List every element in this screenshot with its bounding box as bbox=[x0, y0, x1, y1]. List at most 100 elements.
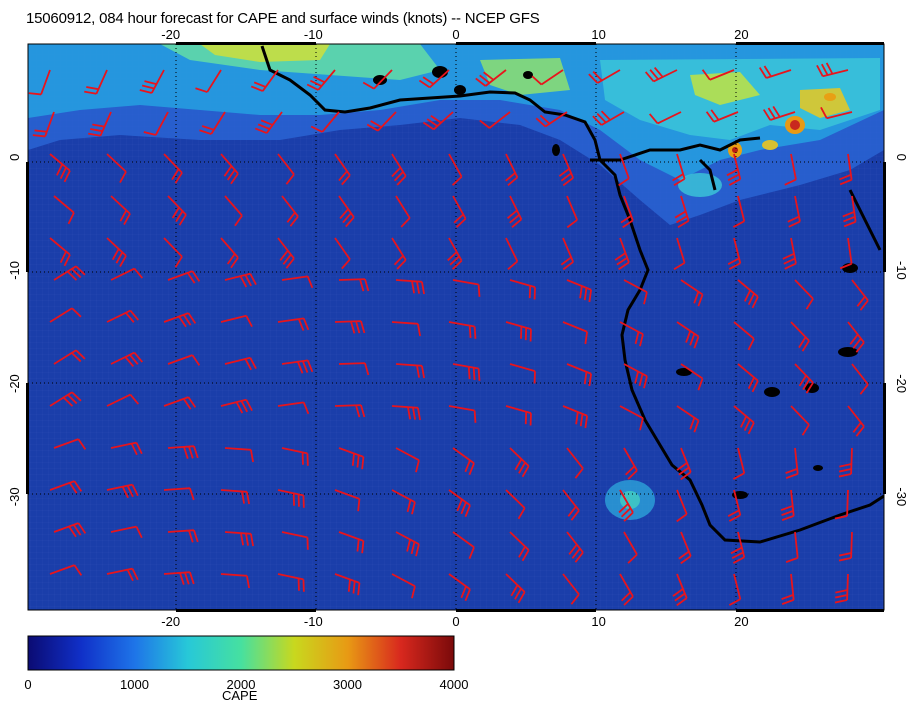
wind-barb bbox=[106, 567, 139, 582]
coastline bbox=[260, 45, 884, 544]
wind-barb bbox=[277, 317, 310, 331]
wind-barb bbox=[839, 153, 853, 186]
wind-barb bbox=[338, 447, 365, 470]
wind-barb bbox=[762, 105, 796, 121]
wind-barb bbox=[733, 405, 755, 435]
lat-tick-label: -30 bbox=[7, 487, 22, 506]
wind-barb bbox=[644, 66, 678, 83]
wind-barb bbox=[820, 106, 853, 120]
wind-barb bbox=[110, 441, 143, 456]
wind-barb bbox=[53, 265, 86, 281]
wind-barb bbox=[447, 237, 463, 270]
wind-barb bbox=[106, 483, 139, 499]
wind-barb bbox=[790, 405, 810, 436]
wind-barb bbox=[509, 531, 530, 562]
wind-barb bbox=[531, 69, 564, 86]
lon-tick-label: -20 bbox=[161, 614, 180, 629]
wind-barb bbox=[785, 447, 799, 479]
wind-barb bbox=[566, 363, 592, 387]
wind-barb bbox=[139, 69, 165, 94]
wind-barb bbox=[448, 321, 477, 339]
wind-barb bbox=[366, 111, 397, 132]
wind-barb bbox=[49, 391, 82, 407]
colorbar-tick-label: 3000 bbox=[333, 677, 362, 692]
wind-barb bbox=[733, 321, 755, 351]
wind-barb bbox=[680, 363, 704, 391]
wind-barb bbox=[701, 69, 735, 81]
lon-tick-label: 20 bbox=[734, 27, 748, 42]
wind-barb bbox=[509, 279, 536, 300]
wind-barb bbox=[334, 237, 351, 270]
wind-barb bbox=[49, 237, 71, 267]
wind-barb bbox=[220, 153, 239, 185]
wind-barb bbox=[281, 531, 309, 550]
lon-tick-label: -20 bbox=[161, 27, 180, 42]
wind-barb bbox=[395, 195, 411, 228]
wind-barb bbox=[505, 489, 526, 520]
lon-ticks-bottom: -20 -10 0 10 20 bbox=[161, 614, 748, 629]
wind-barb bbox=[224, 447, 254, 463]
wind-barb bbox=[726, 153, 742, 186]
wind-barb bbox=[448, 489, 471, 518]
wind-barb bbox=[737, 363, 759, 393]
wind-barb bbox=[676, 321, 700, 349]
wind-barb bbox=[167, 529, 199, 543]
wind-barb bbox=[505, 321, 532, 342]
wind-barb bbox=[452, 531, 475, 560]
wind-barb bbox=[732, 447, 746, 480]
wind-barb bbox=[535, 111, 568, 128]
wind-barb bbox=[784, 153, 797, 186]
wind-barb bbox=[566, 447, 584, 479]
lon-tick-label: -10 bbox=[304, 614, 323, 629]
wind-barb bbox=[106, 309, 140, 323]
wind-barb bbox=[732, 195, 746, 228]
wind-barb bbox=[676, 447, 692, 481]
wind-barb bbox=[277, 237, 295, 269]
wind-barb bbox=[562, 405, 588, 429]
wind-barb bbox=[838, 447, 853, 478]
wind-barb bbox=[782, 237, 797, 270]
lon-tick-label: 10 bbox=[591, 614, 605, 629]
wind-barb bbox=[84, 69, 108, 95]
wind-barb bbox=[505, 237, 519, 271]
wind-barb bbox=[730, 531, 746, 564]
lon-tick-label: 20 bbox=[734, 614, 748, 629]
wind-barb bbox=[847, 405, 865, 437]
lat-tick-label: -10 bbox=[7, 261, 22, 280]
wind-barb bbox=[53, 522, 87, 538]
colorbar-tick-label: 0 bbox=[24, 677, 31, 692]
wind-barb bbox=[619, 321, 644, 347]
wind-barb bbox=[110, 525, 143, 539]
wind-barb bbox=[839, 237, 853, 270]
wind-barb bbox=[506, 195, 523, 229]
wind-barb bbox=[53, 195, 75, 225]
wind-barb bbox=[163, 237, 183, 268]
wind-barb bbox=[422, 111, 454, 131]
wind-barb bbox=[224, 195, 243, 227]
wind-barb bbox=[163, 396, 197, 410]
wind-barb bbox=[475, 69, 507, 87]
wind-barb bbox=[49, 153, 71, 183]
lon-tick-label: 10 bbox=[591, 27, 605, 42]
wind-barb bbox=[163, 487, 195, 501]
wind-barb bbox=[338, 362, 370, 376]
wind-barb bbox=[220, 314, 253, 328]
wind-barb bbox=[619, 573, 634, 606]
wind-barb bbox=[592, 110, 625, 126]
wind-barb bbox=[334, 489, 361, 512]
wind-barb bbox=[281, 359, 314, 374]
wind-barb bbox=[195, 69, 222, 93]
wind-barb bbox=[106, 393, 140, 407]
wind-barb bbox=[842, 195, 857, 228]
wind-barb bbox=[254, 111, 283, 134]
wind-barb bbox=[53, 349, 86, 365]
lat-tick-label: -20 bbox=[894, 374, 906, 393]
wind-barb bbox=[167, 354, 201, 366]
wind-barb bbox=[781, 573, 795, 605]
wind-barb bbox=[250, 69, 279, 92]
wind-barb bbox=[452, 447, 475, 476]
wind-barb bbox=[673, 237, 686, 271]
wind-barb bbox=[727, 489, 742, 522]
wind-barb bbox=[758, 65, 792, 79]
